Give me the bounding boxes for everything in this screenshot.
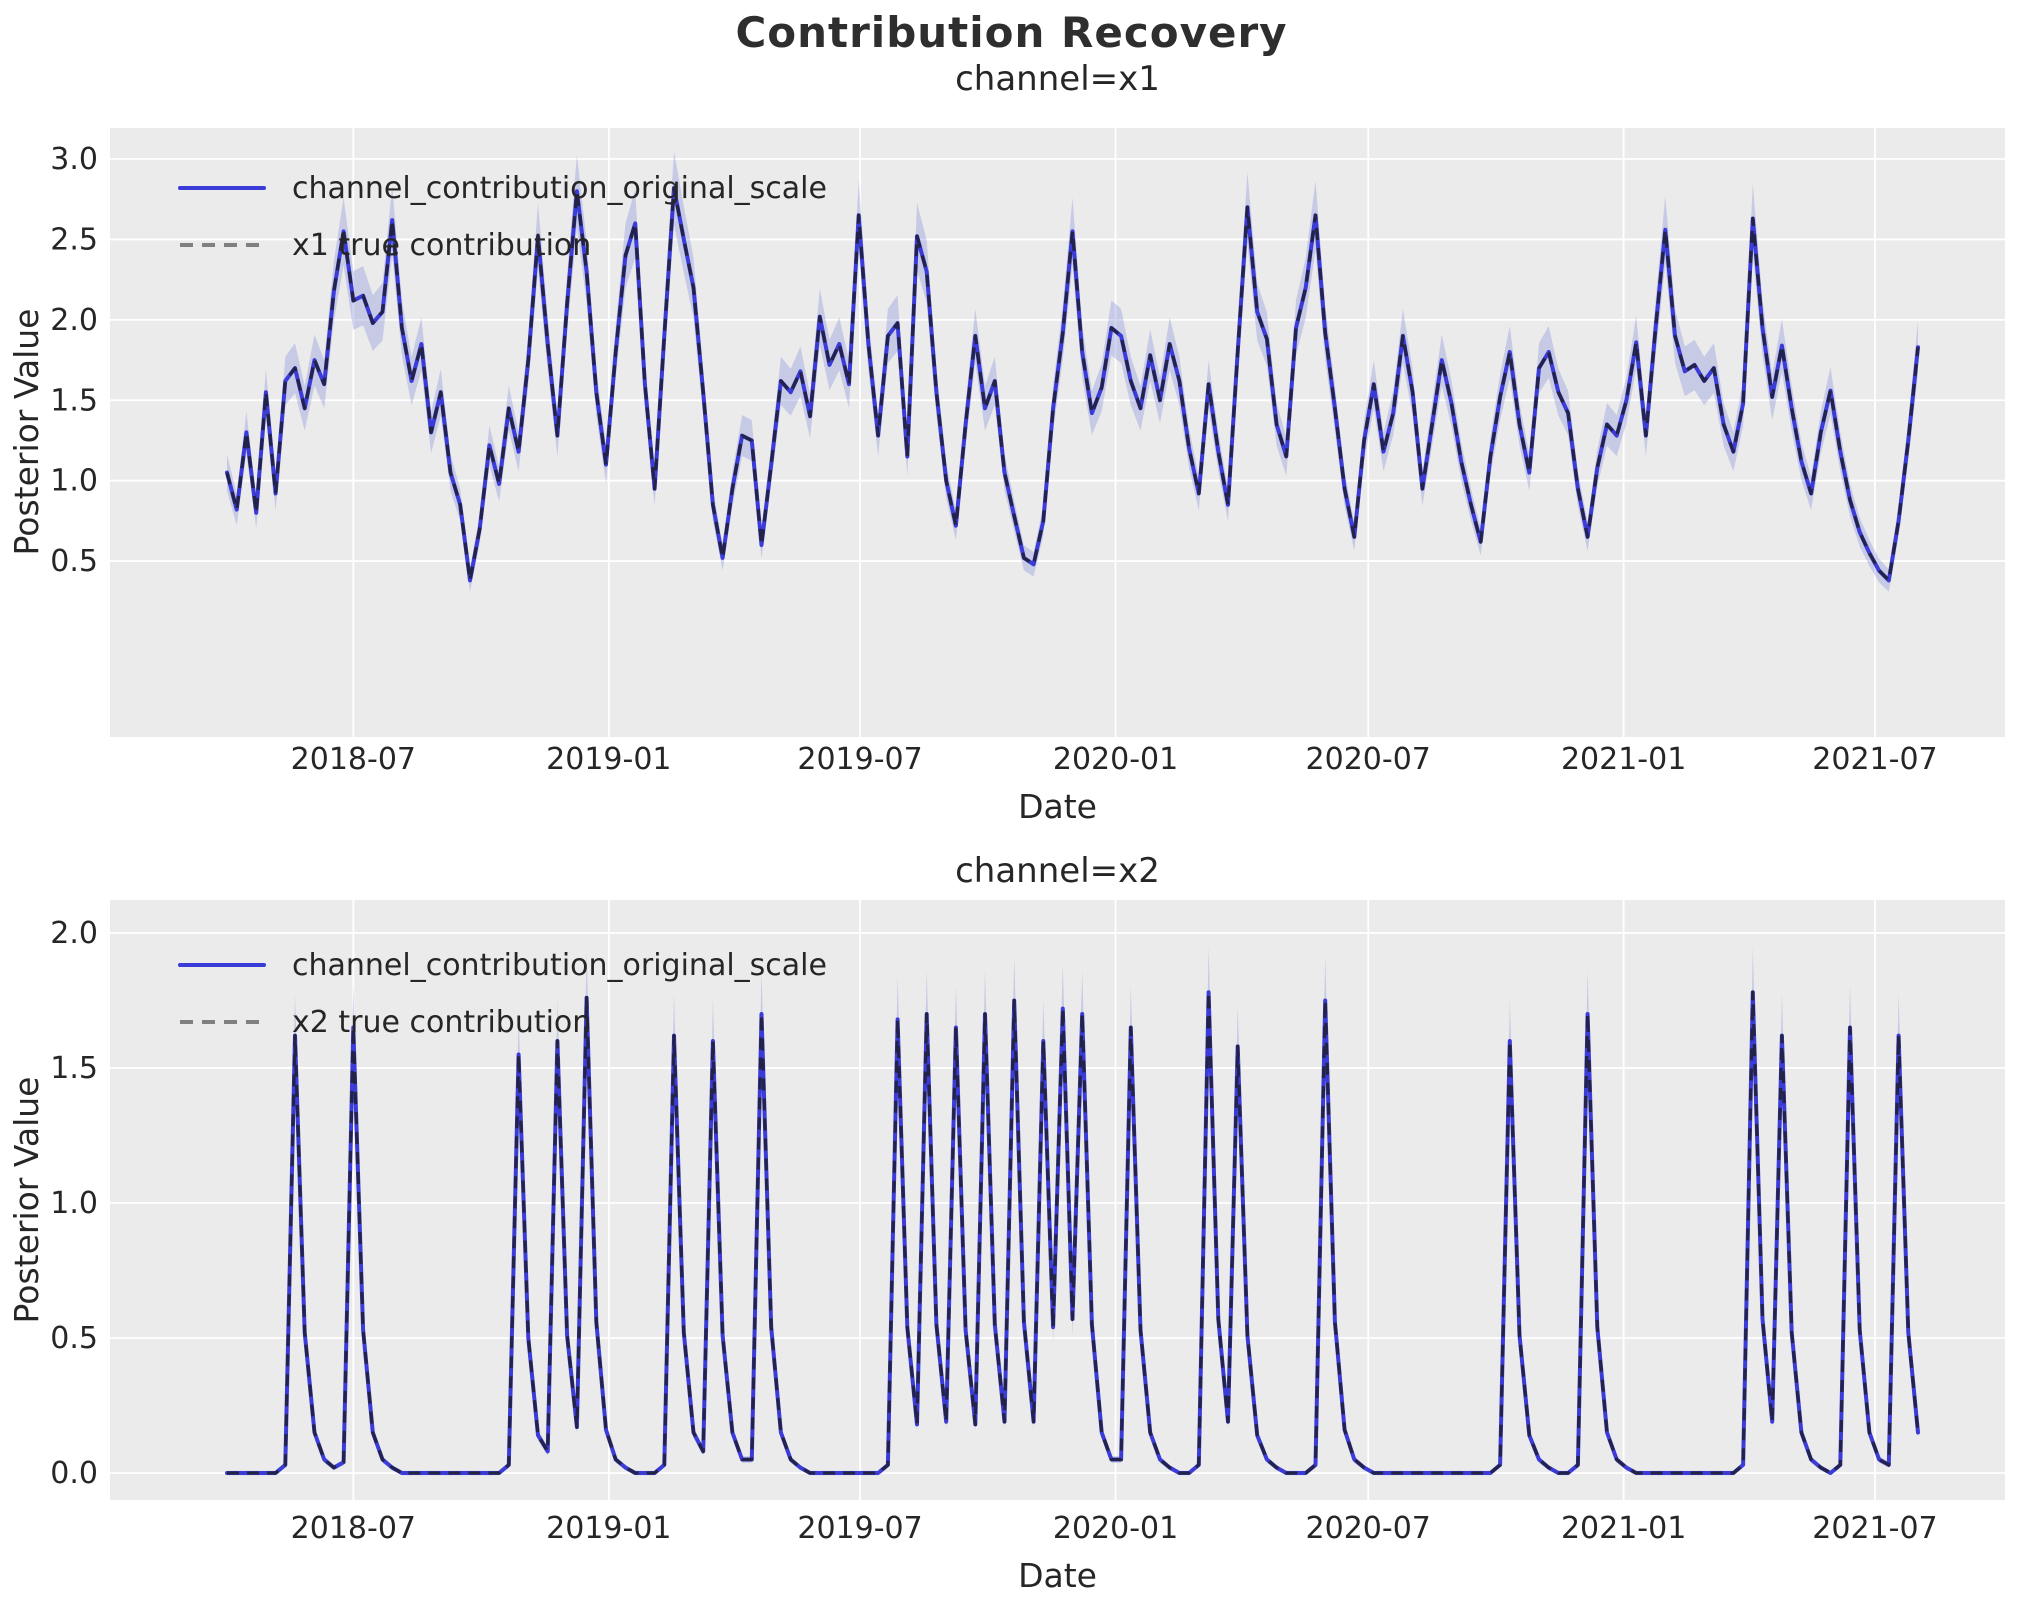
x-tick-label: 2019-07	[797, 742, 922, 777]
subplot-title: channel=x2	[955, 851, 1160, 891]
y-axis-label: Posterior Value	[7, 1077, 46, 1324]
y-tick-label: 0.5	[50, 544, 98, 579]
legend-label-true: x1 true contribution	[292, 228, 591, 263]
subplot-x2: 2.0 1.5 1.0 0.5 0.0 2018-07 2019-01 2019-07 2020…	[7, 851, 2005, 1595]
y-tick-label: 0.5	[50, 1321, 98, 1356]
subplot-title: channel=x1	[955, 59, 1160, 99]
y-tick-label: 1.5	[50, 383, 98, 418]
x-tick-label: 2020-07	[1306, 1511, 1431, 1546]
x-tick-label: 2021-01	[1561, 1511, 1686, 1546]
x-tick-label: 2018-07	[291, 742, 416, 777]
x-tick-label: 2019-01	[546, 742, 671, 777]
x-tick-label: 2019-07	[797, 1511, 922, 1546]
y-tick-label: 1.5	[50, 1051, 98, 1086]
figure-title: Contribution Recovery	[735, 8, 1288, 57]
true-contribution-line	[225, 186, 1920, 583]
legend: channel_contribution_original_scale x1 tr…	[178, 171, 827, 263]
y-tick-label: 3.0	[50, 142, 98, 177]
x-axis-label: Date	[1018, 1556, 1097, 1595]
x-tick-label: 2021-01	[1561, 742, 1686, 777]
subplot-x1: 3.0 2.5 2.0 1.5 1.0 0.5 2018-07 2019-01 2019-07 2…	[7, 59, 2005, 826]
y-tick-label: 2.0	[50, 303, 98, 338]
x-tick-label: 2021-07	[1812, 1511, 1937, 1546]
y-axis-label: Posterior Value	[7, 309, 46, 556]
legend-label-posterior: channel_contribution_original_scale	[292, 171, 827, 206]
x-tick-label: 2020-07	[1306, 742, 1431, 777]
legend-label-posterior: channel_contribution_original_scale	[292, 948, 827, 983]
y-tick-label: 2.0	[50, 916, 98, 951]
x-tick-label: 2021-07	[1812, 742, 1937, 777]
y-tick-label: 1.0	[50, 1186, 98, 1221]
true-contribution-line	[227, 990, 1920, 1475]
legend-label-true: x2 true contribution	[292, 1005, 591, 1040]
x-tick-label: 2020-01	[1053, 1511, 1178, 1546]
x-axis-label: Date	[1018, 787, 1097, 826]
y-tick-label: 1.0	[50, 464, 98, 499]
plot-area	[110, 128, 2005, 737]
x-tick-label: 2018-07	[291, 1511, 416, 1546]
legend: channel_contribution_original_scale x2 tr…	[178, 948, 827, 1040]
x-tick-label: 2019-01	[546, 1511, 671, 1546]
y-tick-label: 0.0	[50, 1456, 98, 1491]
y-tick-label: 2.5	[50, 222, 98, 257]
x-tick-label: 2020-01	[1053, 742, 1178, 777]
